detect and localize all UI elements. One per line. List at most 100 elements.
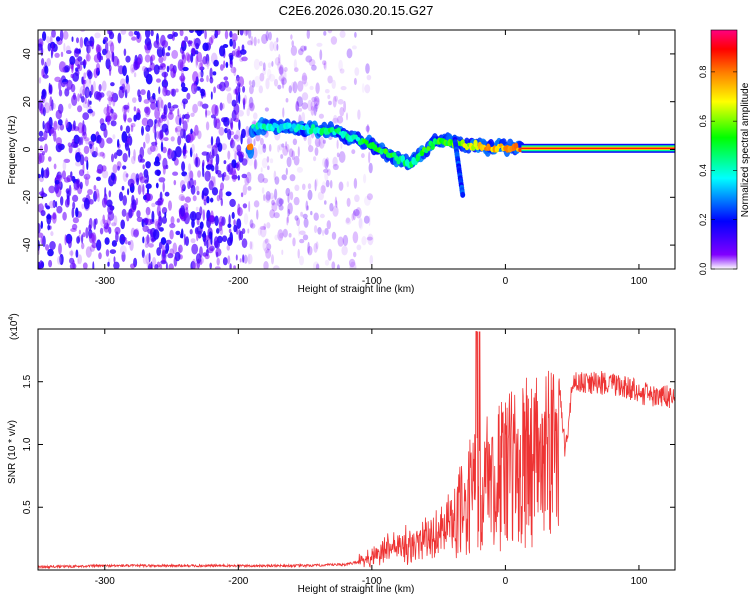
spectrogram-noise-blob [306,30,310,39]
spectrogram-noise-blob [78,229,81,235]
spectrogram-noise-blob [159,68,165,73]
spectrogram-noise-blob [85,246,92,258]
spectrogram-noise-blob [189,229,193,235]
spectrogram-noise-blob [290,45,298,56]
spectrogram-noise-blob [263,261,269,269]
spectrogram-noise-blob [77,254,82,265]
spectrogram-noise-blob [339,68,345,74]
snr-y-ticks: 0.5 1.0 1.5 [22,374,675,514]
spectrogram-noise-blob [187,180,191,190]
spectrogram-noise-blob [247,172,252,177]
spectrogram-noise-blob [63,158,71,163]
spectrogram-noise-blob [311,96,317,102]
spectrogram-noise-blob [89,143,93,150]
spectrogram-noise-blob [215,118,221,130]
spectrogram-noise-blob [135,112,141,121]
spectrogram-noise-blob [151,141,158,146]
spectrogram-noise-blob [133,106,137,112]
spectrogram-noise-blob [341,245,348,256]
spectrogram-noise-blob [84,176,89,187]
spectrogram-noise-blob [169,229,174,240]
spectrogram-noise-blob [88,199,94,205]
spectrogram-noise-blob [79,37,84,49]
spectrogram-noise-blob [176,130,184,137]
spectrogram-noise-blob [136,177,140,186]
spectrogram-noise-blob [215,248,222,257]
spectrogram-noise-blob [216,257,220,266]
spectrogram-noise-blob [286,156,292,168]
spectrogram-signal-core [473,139,478,148]
spectrogram-noise-blob [63,42,66,52]
spectrogram-noise-blob [299,238,305,244]
spectrogram-noise-blob [158,177,166,183]
spectrogram-noise-blob [150,54,156,61]
spectrogram-noise-blob [302,183,306,190]
spectrogram-noise-blob [71,36,74,42]
spectrogram-noise-blob [144,106,151,118]
x-tick-label: -200 [228,276,248,287]
spectrogram-noise-blob [301,92,309,101]
spectrogram-noise-blob [233,265,236,269]
spectrogram-noise-blob [79,181,83,190]
spectrogram-noise-blob [69,262,77,269]
spectrogram-noise-blob [190,112,195,117]
spectrogram-noise-blob [346,181,349,188]
spectrogram-noise-blob [77,105,83,113]
spectrogram-noise-blob [144,54,151,63]
spectrogram-noise-blob [75,249,79,258]
spectrogram-noise-blob [196,190,200,196]
spectrogram-noise-blob [64,65,70,73]
spectrogram-noise-blob [180,180,186,190]
spectrogram-noise-blob [55,36,61,42]
spectrogram-noise-blob [192,258,197,269]
spectrogram-noise-blob [324,200,327,205]
spectrogram-noise-blob [303,217,309,228]
spectrogram-signal-branch [460,191,466,198]
spectrogram-noise-blob [160,260,167,265]
spectrogram-noise-blob [196,30,203,37]
spectrogram-noise-blob [70,249,73,258]
x-tick-label: -100 [362,576,382,587]
spectrogram-noise-blob [158,86,161,95]
spectrogram-noise-blob [183,212,190,225]
spectrogram-noise-blob [210,91,213,100]
spectrogram-noise-blob [323,62,326,69]
spectrogram-noise-blob [62,211,67,221]
spectrogram-noise-blob [301,112,306,123]
spectrogram-noise-blob [106,199,113,207]
spectrogram-noise-blob [174,157,179,166]
spectrogram-noise-blob [96,44,102,53]
spectrogram-noise-blob [148,243,154,248]
spectrogram-noise-blob [170,216,175,225]
spectrogram-y-ticks: -40 -20 0 20 40 [22,48,675,252]
spectrogram-noise-blob [82,101,90,109]
spectrogram-noise-blob [50,231,54,237]
spectrogram-noise-blob [268,192,275,200]
spectrogram-noise-blob [231,109,237,122]
spectrogram-noise-blob [327,75,333,84]
spectrogram-noise-blob [342,234,349,247]
spectrogram-noise-blob [53,163,57,170]
spectrogram-noise-blob [202,42,209,52]
spectrogram-noise-blob [243,98,246,110]
spectrogram-noise-blob [240,192,244,198]
spectrogram-noise-blob [136,210,141,218]
spectrogram-noise-blob [87,108,93,114]
spectrogram-noise-blob [53,130,57,142]
spectrogram-noise-blob [271,61,274,67]
spectrogram-noise-blob [66,190,70,201]
spectrogram-noise-blob [296,217,300,227]
spectrogram-noise-blob [278,198,284,205]
spectrogram-noise-blob [251,241,254,250]
spectrogram-noise-blob [130,263,136,269]
spectrogram-noise-blob [111,91,115,97]
spectrogram-noise-blob [190,40,193,47]
spectrogram-noise-blob [123,48,127,57]
spectrogram-noise-blob [161,244,165,256]
spectrogram-noise-blob [267,62,272,69]
spectrogram-noise-blob [226,124,229,132]
spectrogram-noise-blob [181,161,186,172]
spectrogram-noise-blob [237,45,241,56]
spectrogram-noise-blob [272,41,279,52]
spectrogram-noise-blob [154,264,159,269]
